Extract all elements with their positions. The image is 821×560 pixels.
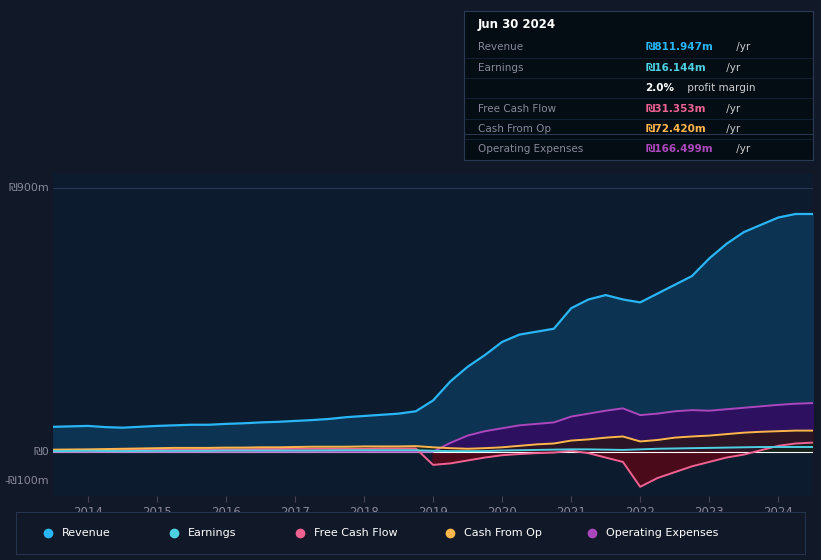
Text: Earnings: Earnings	[188, 529, 236, 538]
Text: ₪166.499m: ₪166.499m	[645, 144, 713, 155]
Text: ₪72.420m: ₪72.420m	[645, 124, 706, 134]
Text: Operating Expenses: Operating Expenses	[478, 144, 583, 155]
Text: Revenue: Revenue	[62, 529, 111, 538]
Text: ₪31.353m: ₪31.353m	[645, 104, 706, 114]
Text: 2.0%: 2.0%	[645, 83, 674, 93]
Text: Earnings: Earnings	[478, 63, 523, 73]
Text: -₪100m: -₪100m	[5, 476, 49, 486]
Text: /yr: /yr	[723, 104, 741, 114]
Text: /yr: /yr	[733, 144, 750, 155]
Text: ₪0: ₪0	[34, 447, 49, 457]
Text: Cash From Op: Cash From Op	[464, 529, 542, 538]
Text: /yr: /yr	[723, 63, 741, 73]
Text: ₪16.144m: ₪16.144m	[645, 63, 706, 73]
Text: Free Cash Flow: Free Cash Flow	[314, 529, 398, 538]
Text: Revenue: Revenue	[478, 43, 523, 53]
Text: Free Cash Flow: Free Cash Flow	[478, 104, 556, 114]
Text: ₪900m: ₪900m	[8, 183, 49, 193]
Text: ₪811.947m: ₪811.947m	[645, 43, 713, 53]
Text: /yr: /yr	[733, 43, 750, 53]
Text: Jun 30 2024: Jun 30 2024	[478, 18, 556, 31]
Text: Operating Expenses: Operating Expenses	[606, 529, 718, 538]
Text: Cash From Op: Cash From Op	[478, 124, 551, 134]
Text: profit margin: profit margin	[685, 83, 756, 93]
Text: /yr: /yr	[723, 124, 741, 134]
